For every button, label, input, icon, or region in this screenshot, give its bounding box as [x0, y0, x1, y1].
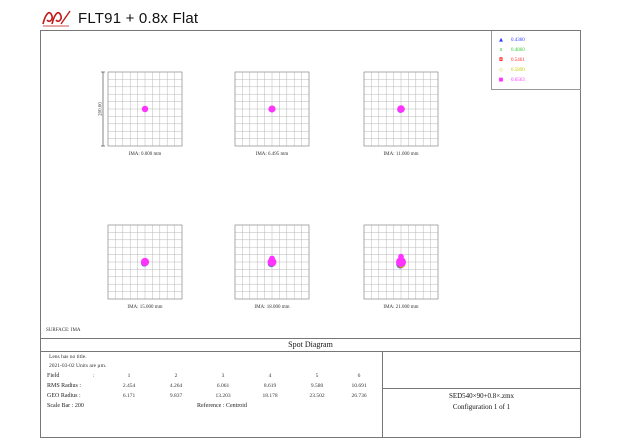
- legend-item: ◇ 0.5890: [498, 67, 525, 73]
- date-units: 2021-03-02 Units are µm.: [49, 363, 107, 369]
- spot-point: [269, 257, 275, 264]
- geo-value: 23.502: [309, 393, 325, 399]
- spot-diagram-plot: IMA: 0.000 mm IMA: 6.495 mm IMA: 11.000 mm…: [99, 71, 439, 310]
- legend-item: x 0.4860: [498, 47, 525, 53]
- field-number: 2: [174, 373, 178, 379]
- geo-value: 6.171: [122, 393, 136, 399]
- info-text-block: Lens has no title. 2021-03-02 Units are …: [41, 351, 382, 437]
- geo-label: GEO Radius :: [47, 393, 81, 399]
- info-divider: [382, 351, 383, 437]
- lens-title: Lens has no title.: [49, 354, 87, 360]
- zmx-file-name: SED540×90+0.8×.zmx: [448, 392, 515, 400]
- field-colon: :: [93, 373, 95, 379]
- surface-label: SURFACE: IMA: [46, 328, 81, 333]
- spot-grid-box: [234, 71, 310, 147]
- legend-label: 0.6563: [511, 77, 525, 83]
- configuration-box: SED540×90+0.8×.zmx Configuration 1 of 1: [383, 351, 580, 437]
- geo-value: 26.736: [351, 393, 367, 399]
- legend-label: 0.5461: [511, 57, 525, 63]
- window-title: FLT91 + 0.8x Flat: [78, 9, 199, 27]
- spot-point: [141, 105, 149, 113]
- legend-marker-icon: x: [499, 47, 503, 53]
- configuration-label: Configuration 1 of 1: [452, 403, 511, 411]
- spot-point: [268, 105, 276, 113]
- spot-point: [398, 256, 404, 263]
- legend-marker-icon: ◇: [499, 67, 503, 73]
- spot-point: [397, 105, 405, 113]
- ima-label: IMA: 21.000 mm: [383, 305, 418, 310]
- legend-item: ■ 0.6563: [498, 77, 525, 83]
- spot-grid-box: [363, 71, 439, 147]
- scale-bar-label: Scale Bar : 200: [47, 403, 84, 409]
- rms-value: 2.454: [122, 383, 136, 389]
- field-number: 1: [127, 373, 131, 379]
- field-number: 5: [315, 373, 319, 379]
- geo-value: 9.837: [169, 393, 183, 399]
- app-header: FLT91 + 0.8x Flat: [40, 6, 198, 30]
- ima-label: IMA: 6.495 mm: [256, 152, 289, 157]
- legend-label: 0.4860: [511, 47, 525, 53]
- legend-label: 0.5890: [511, 67, 525, 73]
- sharpstar-logo-icon: [42, 10, 71, 27]
- rms-value: 4.264: [169, 383, 183, 389]
- geo-value: 13.203: [215, 393, 231, 399]
- reference-label: Reference : Centroid: [197, 403, 247, 409]
- spot-grid-box: [234, 224, 310, 300]
- spot-point: [140, 257, 150, 267]
- spot-diagram-frame: IMA: 0.000 mm IMA: 6.495 mm IMA: 11.000 mm…: [40, 30, 581, 438]
- rms-value: 9.580: [310, 383, 324, 389]
- legend-item: ▲ 0.4360: [498, 37, 525, 43]
- legend-marker-icon: ▲: [499, 37, 503, 43]
- field-number: 6: [357, 373, 361, 379]
- rms-label: RMS Radius :: [47, 383, 82, 389]
- rms-value: 10.691: [351, 383, 367, 389]
- ima-label: IMA: 11.000 mm: [384, 152, 419, 157]
- field-number: 4: [268, 373, 272, 379]
- rms-value: 8.619: [263, 383, 277, 389]
- spot-grid-box: [107, 224, 183, 300]
- geo-value: 18.178: [262, 393, 278, 399]
- ima-label: IMA: 15.000 mm: [127, 305, 162, 310]
- legend-label: 0.4360: [511, 37, 525, 43]
- field-label: Field: [47, 373, 60, 379]
- rms-value: 6.061: [216, 383, 230, 389]
- config-divider: [383, 388, 580, 389]
- spot-grid-box: [363, 224, 439, 300]
- ima-label: IMA: 18.000 mm: [254, 305, 289, 310]
- field-number: 3: [221, 373, 225, 379]
- diagram-title: Spot Diagram: [288, 340, 333, 349]
- legend-marker-icon: ◘: [499, 57, 503, 63]
- legend-item: ◘ 0.5461: [498, 57, 525, 63]
- scale-bar-label: 200.00: [99, 102, 104, 116]
- wavelength-legend: ▲ 0.4360 x 0.4860 ◘ 0.5461 ◇ 0.5890 ■ 0.6563: [491, 31, 581, 90]
- legend-marker-icon: ■: [498, 77, 504, 83]
- ima-label: IMA: 0.000 mm: [129, 152, 162, 157]
- diagram-title-bar: Spot Diagram: [41, 338, 580, 352]
- spot-grid-box: [107, 71, 183, 147]
